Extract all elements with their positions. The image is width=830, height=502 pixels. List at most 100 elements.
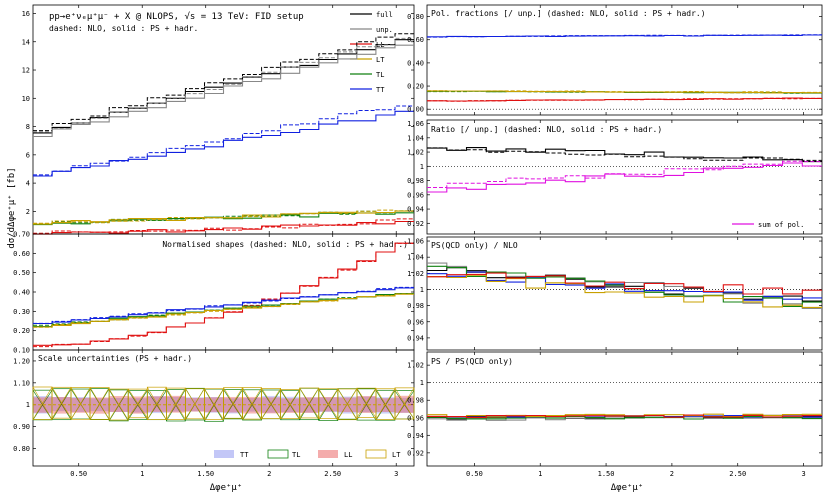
scale-band-hatch-lt: [318, 388, 339, 419]
panel-shapes: Normalised shapes (dashed: NLO, solid : …: [162, 240, 408, 249]
ps_psqcd-plot: 0.92 0.94 0.96 0.98 1 1.02 0.50 1 1.50 2 2.50 3: [407, 351, 823, 478]
ratio-ytick-label: 1: [420, 163, 424, 171]
ps_nlo-series-ll-solid: [427, 272, 822, 295]
scale-band-hatch-lt: [223, 387, 243, 419]
ratio-ytick-label: 0.94: [407, 206, 424, 214]
shapes-ytick-label: 0.10: [13, 347, 30, 355]
ratio-series-sum-of-pol--solid: [427, 162, 822, 193]
scale-xtick-label: 1: [140, 470, 144, 478]
shapes-ytick-label: 0.40: [13, 289, 30, 297]
scale-band-ll: [261, 397, 281, 414]
ratio-plot: 0.92 0.94 0.96 0.98 1 1.02 1.04 1.06: [407, 119, 823, 235]
scale-band-ll: [33, 397, 53, 413]
shapes-series-ll-solid: [33, 242, 414, 346]
ps_psqcd-ytick-label: 1.02: [407, 362, 424, 370]
ps_psqcd-ytick-label: 0.92: [407, 449, 424, 457]
scale-band-hatch-lt: [375, 388, 396, 420]
ratio-ytick-label: 0.92: [407, 220, 424, 228]
main-series-full-dashed: [33, 33, 414, 132]
ratio-frame: [426, 119, 823, 235]
legend-band-tl: [267, 449, 289, 459]
fractions-plot: 0.00 0.20 0.40 0.60 0.80: [407, 4, 823, 116]
scale-band-hatch-lt: [166, 387, 186, 420]
panel-fractions: Pol. fractions [/ unp.] (dashed: NLO, so…: [431, 9, 706, 18]
scale-band-hatch-lt: [299, 387, 320, 419]
ps_nlo-series-lt-solid: [427, 274, 822, 308]
scale-band-hatch-tl: [166, 389, 186, 422]
scale-band-hatch-lt: [242, 387, 262, 420]
main-ytick-label: 8: [26, 123, 30, 131]
legend-label-sum: sum of pol.: [758, 221, 804, 229]
main-subtitle: dashed: NLO, solid : PS + hadr.: [49, 24, 198, 33]
ps_psqcd-series-ll-solid: [427, 414, 822, 418]
scale-band-hatch-lt: [204, 388, 224, 420]
scale-xtick-label: 2.50: [324, 470, 341, 478]
main-ylabel: dσ/dΔφe⁺μ⁺ [fb]: [7, 167, 17, 248]
scale-band-hatch-lt: [280, 389, 300, 419]
legend-band-label-ll: LL: [344, 451, 352, 459]
ps_psqcd-xtick-label: 0.50: [466, 470, 483, 478]
main-ytick-label: 6: [26, 151, 30, 159]
shapes-series-tt-solid: [33, 287, 414, 325]
shapes-series-lt-solid: [33, 293, 414, 328]
panel-main: pp→e⁺νₑμ⁺μ⁻ + X @ NLOPS, √s = 13 TeV: FI…: [7, 11, 304, 249]
ps_psqcd-xtick-label: 3: [801, 470, 805, 478]
fractions-ytick-label: 0.20: [407, 83, 424, 91]
scale-band-hatch-lt: [89, 387, 110, 420]
legend-band-label-lt: LT: [392, 451, 401, 459]
ps_nlo-plot: 0.94 0.96 0.98 1 1.02 1.04 1.06: [407, 236, 823, 351]
main-series-lt-solid: [33, 210, 414, 225]
scale-band-hatch-lt: [70, 387, 91, 420]
scale-band-hatch-lt: [394, 387, 415, 420]
shapes-ytick-label: 0.30: [13, 308, 30, 316]
scale-ytick-label: 0.90: [13, 423, 30, 431]
shapes-series-ll-dashed: [33, 242, 414, 348]
main-ytick-label: 16: [22, 10, 30, 18]
ratio-series-full-solid: [427, 147, 822, 163]
ps_nlo-ytick-label: 0.96: [407, 318, 424, 326]
scale-band-ll: [128, 396, 148, 414]
ps-psqcd-title: PS / PS(QCD only): [431, 357, 513, 366]
legend-band-ll: [318, 450, 338, 458]
scale-xtick-label: 0.50: [70, 470, 87, 478]
ps_psqcd-ytick-label: 0.94: [407, 432, 424, 440]
fractions-ytick-label: 0.60: [407, 36, 424, 44]
main-ytick-label: 10: [22, 95, 30, 103]
ps_psqcd-xtick-label: 2.50: [729, 470, 746, 478]
legend-band-label-tt: TT: [240, 451, 249, 459]
scale-band-tt: [223, 398, 243, 414]
scale-band-ll: [147, 396, 167, 412]
ps_nlo-ytick-label: 0.98: [407, 302, 424, 310]
fractions-ytick-label: 0.80: [407, 13, 424, 21]
chart-marks: 2468101214160.100.200.300.400.500.600.70…: [13, 4, 823, 478]
scale-band-hatch-tl: [356, 388, 377, 421]
fractions-series-tt-solid: [427, 34, 822, 38]
scale-ytick-label: 1: [26, 401, 30, 409]
main-series-ll-solid: [33, 220, 414, 235]
fractions-ytick-label: 0.00: [407, 106, 424, 114]
shapes-ytick-label: 0.70: [13, 231, 30, 239]
scale-band-hatch-tl: [242, 389, 262, 421]
legend-band-tt: [214, 450, 234, 458]
legend-label-unp: unp.: [376, 26, 393, 34]
scale-band-hatch-lt: [32, 386, 53, 420]
scale-xtick-label: 2: [267, 470, 271, 478]
scale-band-hatch-lt: [185, 388, 205, 419]
ps_nlo-ytick-label: 0.94: [407, 334, 424, 342]
scale-title: Scale uncertainties (PS + hadr.): [38, 354, 192, 363]
shapes-ytick-label: 0.50: [13, 269, 30, 277]
scale-xtick-label: 1.50: [197, 470, 214, 478]
ps_psqcd-series-lt-solid: [427, 413, 822, 418]
main-series-tt-solid: [33, 110, 414, 177]
ratio-title: Ratio [/ unp.] (dashed: NLO, solid : PS …: [431, 125, 662, 134]
scale-band-ll: [242, 396, 262, 414]
scale-xtick-label: 3: [394, 470, 398, 478]
shapes-ytick-label: 0.20: [13, 327, 30, 335]
scale-band-hatch-lt: [128, 388, 148, 418]
fractions-title: Pol. fractions [/ unp.] (dashed: NLO, so…: [431, 9, 706, 18]
scale-band-hatch-lt: [147, 387, 167, 420]
ps_psqcd-ytick-label: 0.96: [407, 414, 424, 422]
scale-band-hatch-lt: [337, 388, 358, 420]
ps_psqcd-xtick-label: 2: [670, 470, 674, 478]
